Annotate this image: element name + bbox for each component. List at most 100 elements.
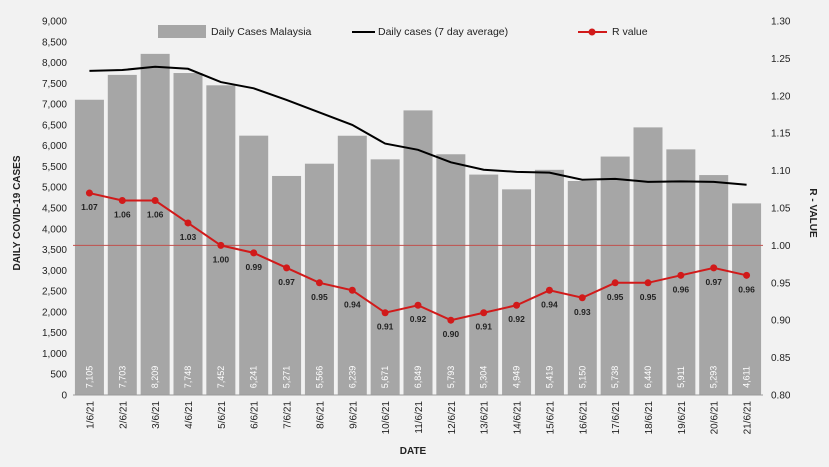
bar xyxy=(502,189,532,395)
r-value-label: 0.94 xyxy=(344,299,361,309)
y-axis-title-right: R - VALUE xyxy=(807,188,818,238)
r-value-label: 0.97 xyxy=(278,277,295,287)
y-tick-label-left: 0 xyxy=(61,391,67,402)
r-point xyxy=(217,241,225,249)
x-tick-label: 12/6/21 xyxy=(447,401,458,435)
r-point xyxy=(283,264,291,272)
r-point xyxy=(513,301,521,309)
r-point xyxy=(184,219,192,227)
x-tick-label: 21/6/21 xyxy=(743,401,754,435)
x-tick-label: 15/6/21 xyxy=(545,401,556,435)
y-tick-label-left: 4,000 xyxy=(42,224,67,235)
r-point xyxy=(381,309,389,317)
r-value-label: 0.91 xyxy=(377,322,394,332)
r-value-label: 0.92 xyxy=(508,314,525,324)
x-tick-label: 9/6/21 xyxy=(348,401,359,429)
r-value-label: 0.96 xyxy=(738,284,755,294)
legend-swatch-daily-cases xyxy=(158,25,206,38)
bar xyxy=(206,85,236,395)
y-tick-label-right: 1.05 xyxy=(771,204,791,215)
bar xyxy=(272,175,302,395)
r-point xyxy=(315,279,323,287)
r-value-label: 1.06 xyxy=(147,210,164,220)
r-value-label: 1.00 xyxy=(213,254,230,264)
bar-value-label: 5,293 xyxy=(709,366,719,389)
x-tick-label: 11/6/21 xyxy=(414,401,425,434)
bar-value-label: 5,738 xyxy=(610,366,620,389)
bar xyxy=(173,73,203,395)
r-point xyxy=(480,309,488,317)
bar-value-label: 6,241 xyxy=(249,366,259,389)
legend-label-7day-average: Daily cases (7 day average) xyxy=(378,26,508,38)
bar-value-label: 7,748 xyxy=(183,366,193,389)
bar xyxy=(436,154,466,395)
y-axis-left: 0 500 1,000 1,500 2,000 2,500 3,000 3,500 4,000 4… xyxy=(42,17,67,402)
y-tick-label-right: 1.20 xyxy=(771,91,791,102)
x-tick-label: 3/6/21 xyxy=(151,401,162,429)
x-tick-label: 2/6/21 xyxy=(118,401,129,429)
y-tick-label-left: 2,500 xyxy=(42,287,67,298)
y-tick-label-right: 1.10 xyxy=(771,166,791,177)
bar-value-label: 6,239 xyxy=(347,366,357,389)
r-point xyxy=(611,279,619,287)
bar-value-label: 5,793 xyxy=(446,366,456,389)
r-point xyxy=(348,286,356,294)
y-tick-label-left: 6,500 xyxy=(42,120,67,131)
y-tick-label-left: 8,000 xyxy=(42,58,67,69)
bar-value-label: 5,911 xyxy=(676,366,686,388)
bar xyxy=(699,175,729,395)
bar-value-label: 6,849 xyxy=(413,366,423,389)
y-tick-label-left: 9,000 xyxy=(42,17,67,28)
r-value-label: 1.06 xyxy=(114,210,131,220)
r-value-label: 0.99 xyxy=(245,262,262,272)
bar xyxy=(74,99,104,396)
r-value-label: 0.97 xyxy=(705,277,722,287)
legend-swatch-r-value-marker xyxy=(588,28,596,36)
bar xyxy=(239,135,269,395)
bar-value-label: 5,566 xyxy=(314,366,324,389)
y-tick-label-left: 2,000 xyxy=(42,307,67,318)
x-tick-label: 16/6/21 xyxy=(578,401,589,435)
y-tick-label-left: 5,500 xyxy=(42,162,67,173)
r-point xyxy=(545,286,553,294)
bar-value-label: 5,271 xyxy=(282,366,292,389)
bar-value-label: 4,611 xyxy=(742,366,752,388)
bar xyxy=(534,169,564,395)
r-point xyxy=(677,271,685,279)
r-point xyxy=(250,249,258,257)
r-value-label: 0.95 xyxy=(607,292,624,302)
r-point xyxy=(578,294,586,302)
r-value-label: 0.95 xyxy=(311,292,328,302)
r-value-labels: 1.07 1.06 1.06 1.03 1.00 0.99 0.97 0.95 0.94 0.91… xyxy=(81,202,755,339)
bar-value-label: 7,105 xyxy=(84,366,94,389)
y-tick-label-left: 1,500 xyxy=(42,328,67,339)
y-tick-label-left: 5,000 xyxy=(42,183,67,194)
bars-daily-cases xyxy=(74,53,762,396)
r-value-label: 0.90 xyxy=(443,329,460,339)
bar-value-label: 6,440 xyxy=(643,366,653,389)
r-value-label: 0.93 xyxy=(574,307,591,317)
bar-value-label: 5,419 xyxy=(544,366,554,389)
x-tick-label: 5/6/21 xyxy=(217,401,228,429)
legend: Daily Cases Malaysia Daily cases (7 day … xyxy=(158,25,648,38)
legend-label-daily-cases: Daily Cases Malaysia xyxy=(211,26,312,38)
y-axis-right: 0.80 0.85 0.90 0.95 1.00 1.05 1.10 1.15 1.20 1.25… xyxy=(771,17,791,402)
y-tick-label-left: 1,000 xyxy=(42,349,67,360)
r-value-label: 0.94 xyxy=(541,299,558,309)
bar xyxy=(469,174,499,395)
r-point xyxy=(151,197,159,205)
avg-line-path xyxy=(89,65,747,186)
x-tick-label: 18/6/21 xyxy=(644,401,655,435)
bar xyxy=(337,135,367,395)
x-tick-label: 13/6/21 xyxy=(480,401,491,435)
bar-value-label: 5,304 xyxy=(479,366,489,389)
bar-value-label: 5,150 xyxy=(577,366,587,389)
bar xyxy=(107,74,137,395)
line-7day-average xyxy=(89,65,747,186)
bar xyxy=(403,110,433,396)
x-tick-label: 8/6/21 xyxy=(315,401,326,429)
y-tick-label-left: 8,500 xyxy=(42,37,67,48)
r-point xyxy=(743,271,751,279)
y-tick-label-left: 3,500 xyxy=(42,245,67,256)
